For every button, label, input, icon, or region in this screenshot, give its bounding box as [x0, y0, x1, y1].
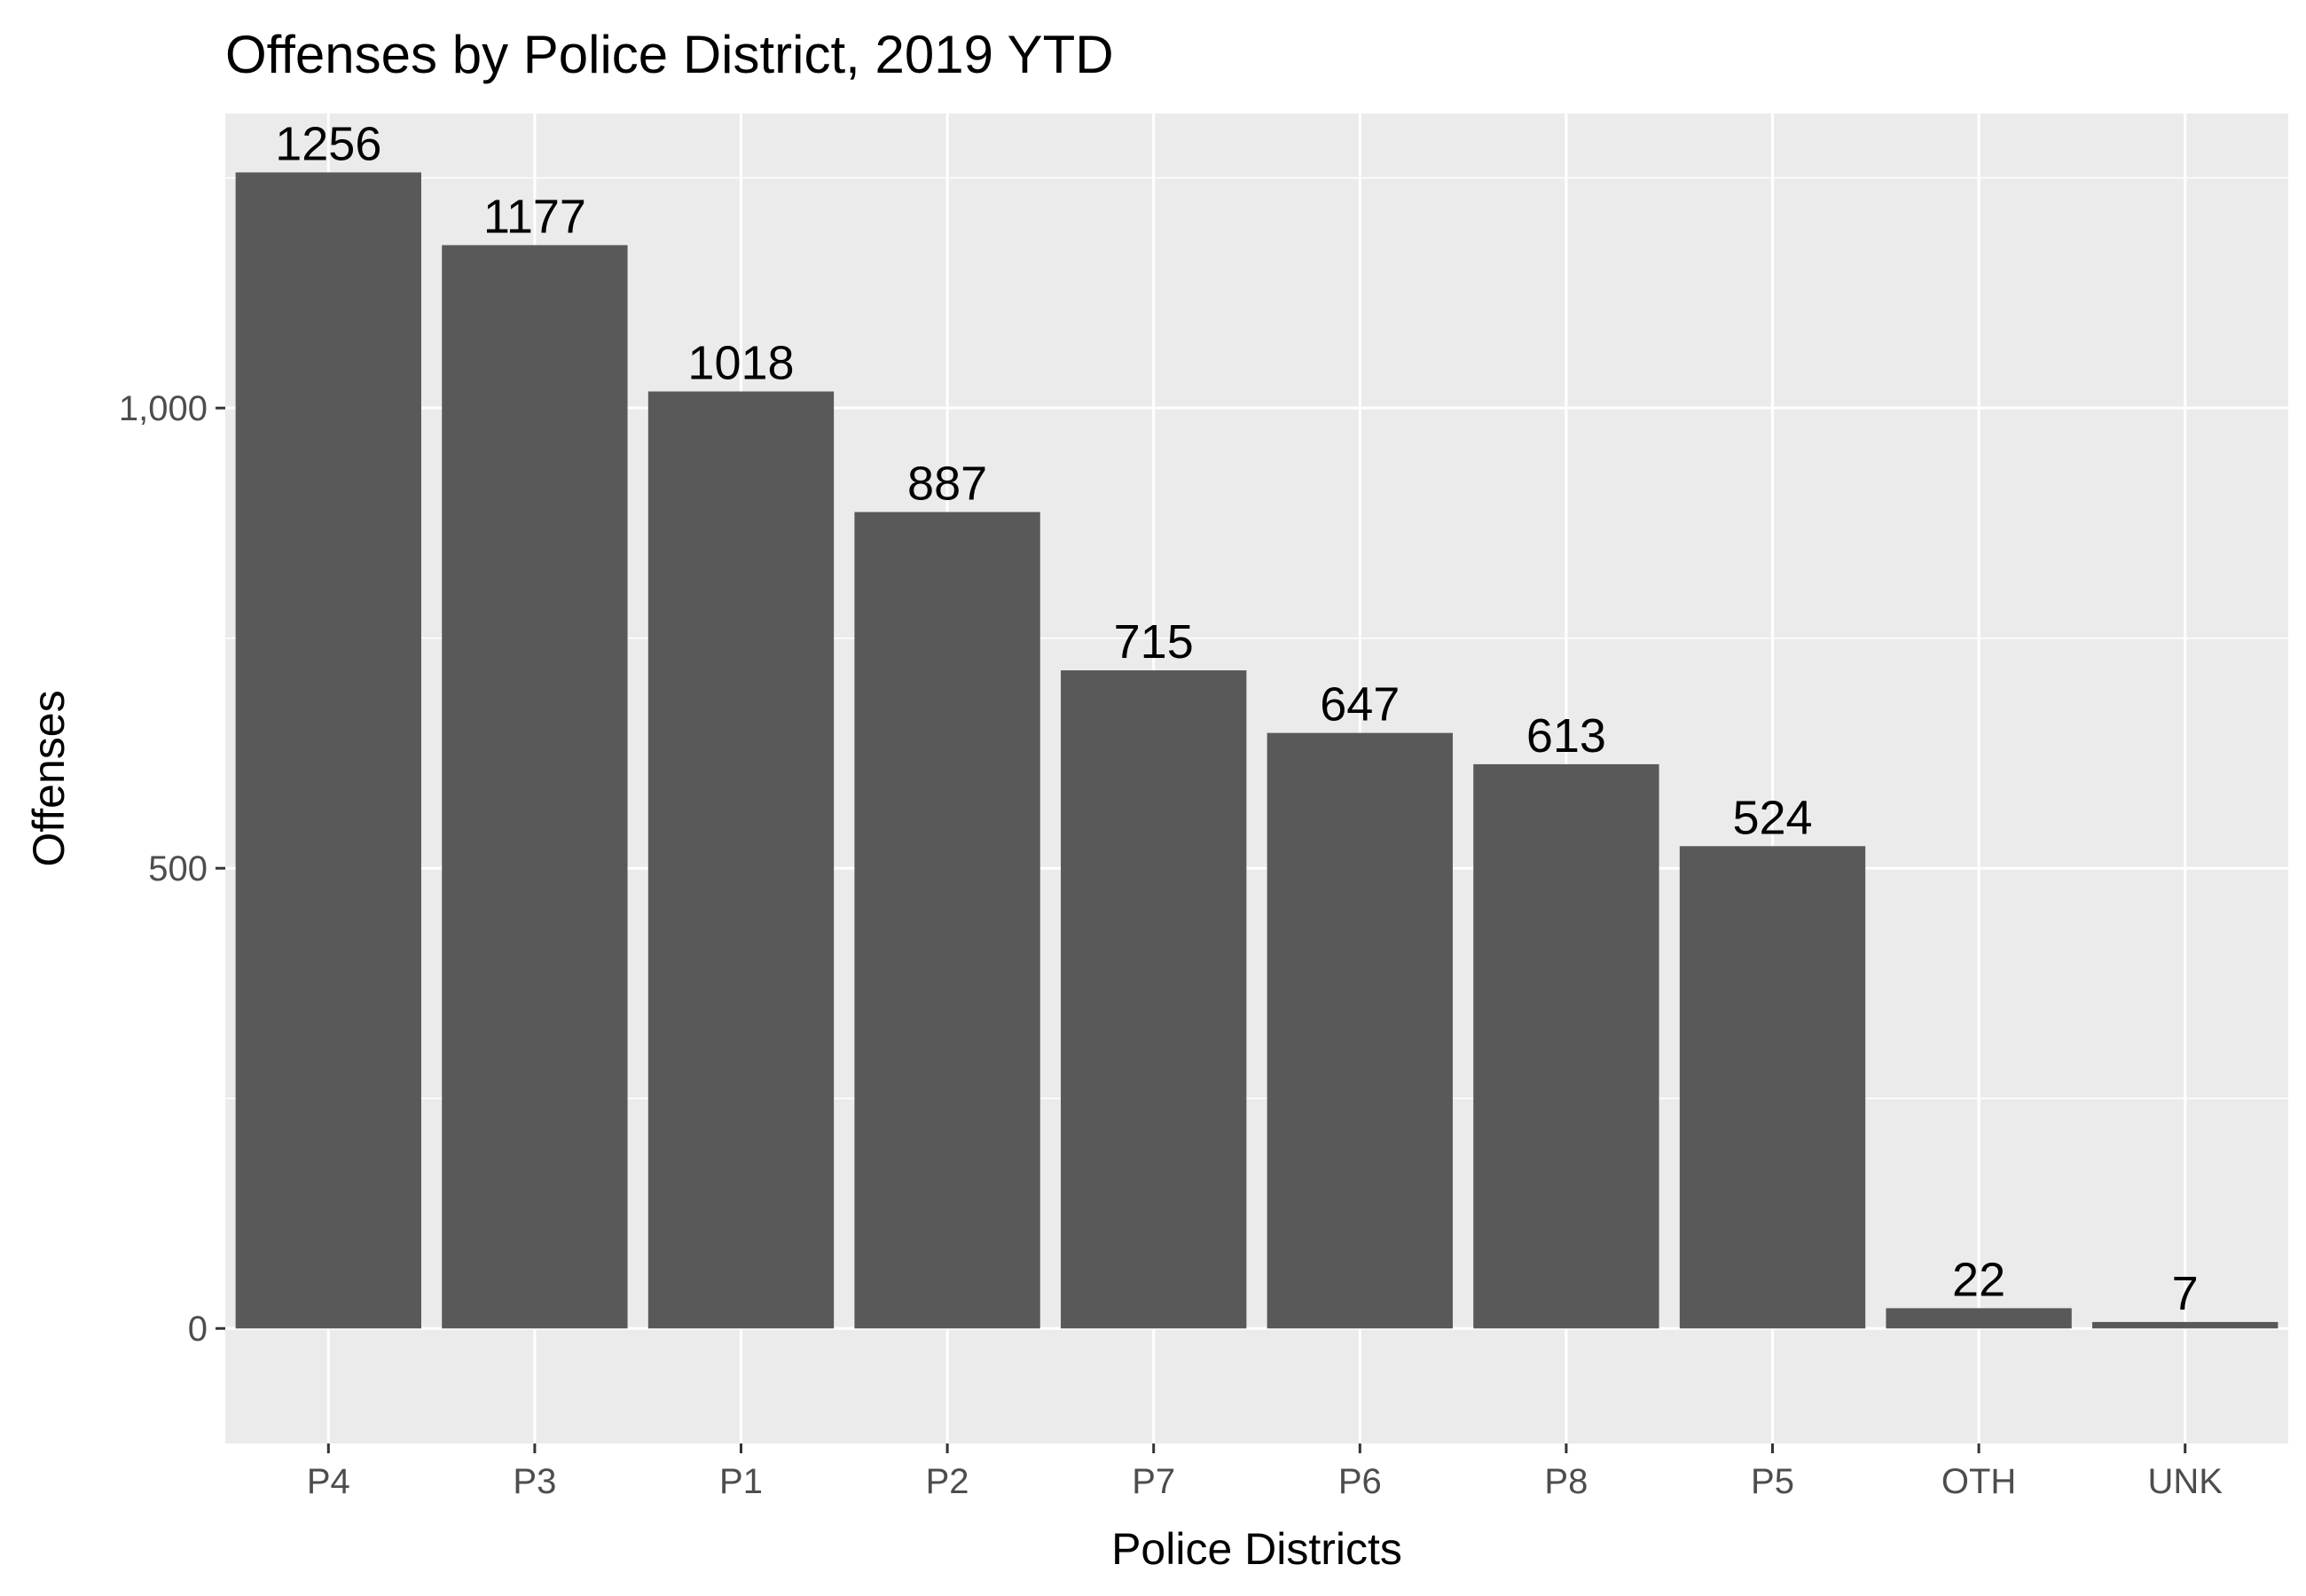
bar-value-labels: 1256 1177 1018 887 715 647 613 524 22 7: [275, 117, 2198, 1320]
x-tick-label: P7: [1132, 1462, 1175, 1501]
bar-p1: [647, 391, 835, 1329]
x-tick-label: P4: [307, 1462, 350, 1501]
x-tick-label: P8: [1544, 1462, 1588, 1501]
bar-value-label: 1177: [483, 190, 586, 243]
x-axis-title: Police Districts: [1111, 1524, 1402, 1574]
y-tick-label: 0: [188, 1310, 208, 1349]
x-axis-ticks: P4 P3 P1 P2 P7 P6 P8 P5 OTH UNK: [307, 1443, 2223, 1501]
bar-unk: [2092, 1321, 2279, 1329]
bar-p6: [1267, 732, 1453, 1329]
x-tick-label: P3: [513, 1462, 556, 1501]
bar-p4: [235, 172, 421, 1329]
chart-title: Offenses by Police District, 2019 YTD: [225, 25, 1114, 84]
bar-value-label: 887: [907, 457, 987, 510]
bar-value-label: 647: [1320, 678, 1400, 732]
bar-value-label: 1256: [275, 117, 381, 170]
x-tick-label: OTH: [1941, 1462, 2016, 1501]
bar-p7: [1061, 670, 1247, 1329]
bar-value-label: 7: [2172, 1267, 2199, 1320]
bar-value-label: 613: [1526, 709, 1606, 763]
bar-value-label: 22: [1952, 1253, 2005, 1306]
bar-p5: [1679, 846, 1866, 1329]
bar-oth: [1886, 1308, 2072, 1329]
x-tick-label: UNK: [2147, 1462, 2223, 1501]
bar-value-label: 1018: [687, 336, 794, 389]
x-tick-label: P1: [719, 1462, 763, 1501]
bar-value-label: 715: [1114, 615, 1194, 669]
y-axis-title: Offenses: [24, 690, 74, 866]
y-tick-label: 500: [148, 849, 208, 888]
bar-p8: [1473, 763, 1659, 1329]
bar-p2: [854, 512, 1040, 1329]
x-tick-label: P5: [1751, 1462, 1794, 1501]
bar-value-label: 524: [1732, 791, 1812, 844]
bar-p3: [442, 245, 628, 1329]
bars: [235, 172, 2279, 1329]
x-tick-label: P2: [926, 1462, 969, 1501]
y-axis-ticks: 0 500 1,000: [119, 389, 225, 1349]
y-tick-label: 1,000: [119, 389, 208, 428]
x-tick-label: P6: [1338, 1462, 1382, 1501]
